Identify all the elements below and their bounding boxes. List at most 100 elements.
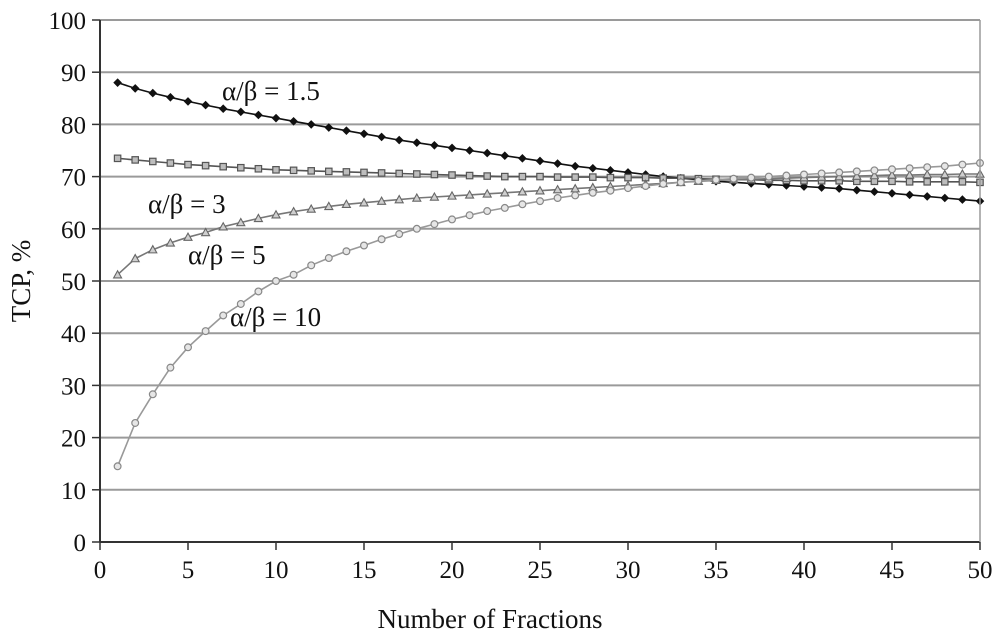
data-point xyxy=(905,190,914,200)
data-point xyxy=(588,188,597,197)
data-point xyxy=(694,176,703,185)
data-point xyxy=(518,172,527,181)
data-point xyxy=(447,190,457,200)
data-point xyxy=(482,188,493,198)
data-point xyxy=(289,270,298,279)
data-point xyxy=(342,247,351,256)
data-point xyxy=(447,143,457,153)
y-tick-label: 100 xyxy=(49,8,87,35)
data-point xyxy=(113,462,122,471)
data-point xyxy=(448,171,456,179)
data-point xyxy=(517,186,528,196)
data-point xyxy=(395,169,404,178)
data-point xyxy=(958,178,967,186)
data-point xyxy=(253,213,264,223)
data-point xyxy=(464,189,475,199)
data-point xyxy=(465,211,474,220)
series-annotation: α/β = 5 xyxy=(188,240,266,270)
data-point xyxy=(888,177,896,186)
annotations: α/β = 1.5 α/β = 3 α/β = 5 α/β = 10 xyxy=(148,76,321,332)
data-point xyxy=(359,129,369,139)
data-point xyxy=(553,173,562,181)
data-point xyxy=(254,287,263,296)
data-point xyxy=(254,164,263,173)
data-point xyxy=(870,187,879,197)
data-point xyxy=(306,203,317,213)
data-point xyxy=(359,197,369,207)
data-point xyxy=(624,173,632,182)
x-tick-label: 25 xyxy=(528,557,553,584)
data-point xyxy=(623,184,632,193)
data-point xyxy=(289,116,298,126)
x-tick-label: 20 xyxy=(440,557,465,584)
data-point xyxy=(112,269,123,279)
data-point xyxy=(817,183,826,192)
data-point xyxy=(659,179,668,188)
data-point xyxy=(412,138,422,147)
data-point xyxy=(570,161,580,171)
data-point xyxy=(870,166,879,175)
series-annotation: α/β = 10 xyxy=(230,302,321,332)
tick-labels: 0 10 20 30 40 50 60 70 80 90 100 0 5 10 15 20 25 30 35 40 45… xyxy=(49,8,993,584)
series-annotation: α/β = 3 xyxy=(148,189,226,219)
data-point xyxy=(501,172,509,181)
data-point xyxy=(149,157,157,166)
data-point xyxy=(940,162,949,171)
data-point xyxy=(922,169,933,179)
data-point xyxy=(887,169,897,179)
y-tick-label: 90 xyxy=(61,60,86,87)
data-point xyxy=(218,104,228,114)
data-point xyxy=(905,178,914,186)
data-point xyxy=(341,199,352,209)
data-point xyxy=(288,206,299,216)
data-point xyxy=(377,169,386,177)
data-point xyxy=(939,169,950,179)
data-point xyxy=(500,203,509,212)
data-point xyxy=(130,84,140,93)
data-point xyxy=(834,184,844,193)
data-point xyxy=(606,166,615,175)
data-point xyxy=(130,253,141,263)
x-tick-label: 15 xyxy=(352,557,377,584)
data-point xyxy=(571,173,580,181)
x-tick-label: 0 xyxy=(94,557,107,584)
series-4 xyxy=(113,159,984,471)
x-tick-label: 40 xyxy=(792,557,817,584)
data-point xyxy=(552,184,563,194)
data-point xyxy=(323,201,334,211)
series-layer xyxy=(112,78,985,471)
data-point xyxy=(535,185,545,195)
x-tick-label: 45 xyxy=(880,557,905,584)
y-tick-label: 40 xyxy=(61,321,86,348)
data-point xyxy=(869,170,880,180)
data-point xyxy=(411,192,422,202)
data-point xyxy=(500,151,510,161)
data-point xyxy=(219,311,228,320)
data-point xyxy=(799,170,808,179)
data-point xyxy=(131,156,140,164)
data-point xyxy=(711,175,720,184)
data-point xyxy=(148,390,157,399)
data-point xyxy=(272,166,280,174)
data-point xyxy=(235,217,246,227)
data-point xyxy=(236,107,246,117)
data-point xyxy=(852,167,861,176)
data-point xyxy=(518,154,527,163)
data-point xyxy=(412,224,421,233)
data-point xyxy=(429,191,440,201)
data-point xyxy=(817,169,826,178)
data-point xyxy=(342,168,351,176)
data-point xyxy=(201,161,210,170)
data-point xyxy=(377,235,386,244)
data-point xyxy=(887,188,897,198)
data-point xyxy=(904,169,915,179)
data-point xyxy=(482,148,492,158)
data-point xyxy=(483,172,492,180)
y-tick-label: 60 xyxy=(61,217,86,244)
data-point xyxy=(166,92,175,102)
data-point xyxy=(430,140,439,150)
data-point xyxy=(851,170,862,180)
data-point xyxy=(588,163,598,173)
